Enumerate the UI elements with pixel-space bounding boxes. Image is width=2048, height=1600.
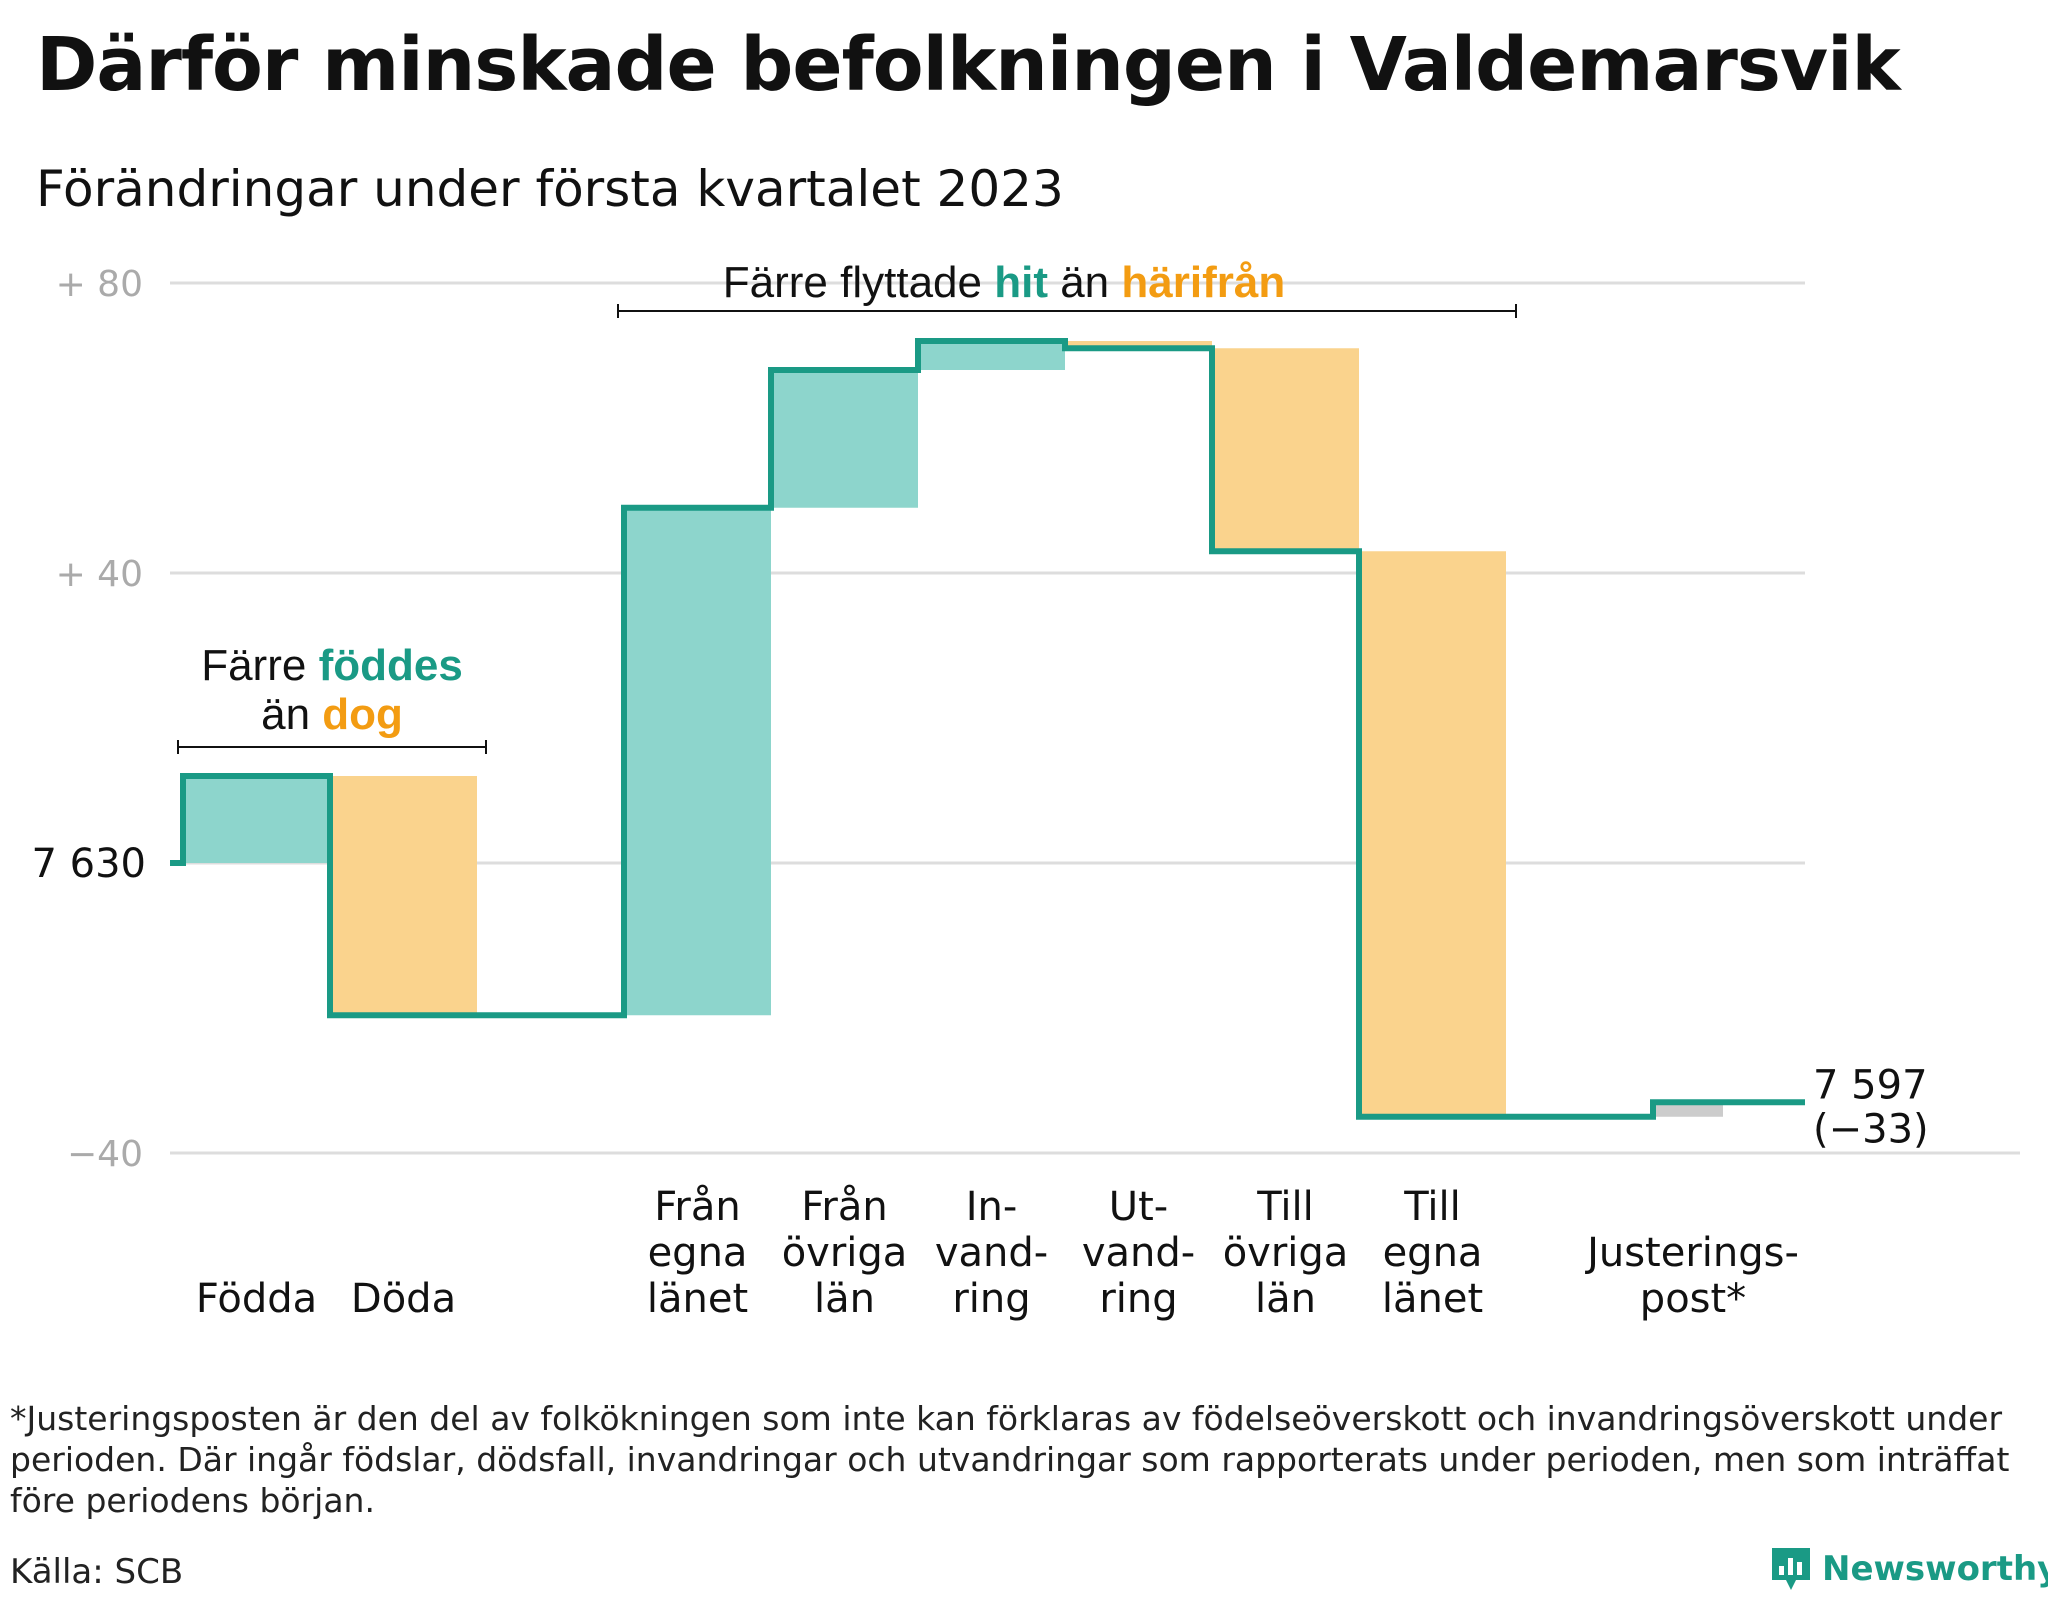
newsworthy-logo-text: Newsworthy [1822, 1549, 2048, 1589]
start-value-label: 7 630 [31, 841, 146, 887]
bar-Justeringspost* [1653, 1102, 1723, 1117]
end-value-label: 7 597 [1813, 1062, 1928, 1108]
bar-Invandring [918, 341, 1065, 370]
y-tick-label: + 40 [56, 554, 143, 595]
category-label: ring [952, 1276, 1030, 1322]
category-label: In- [966, 1184, 1018, 1230]
migration-annotation-text1: Färre flyttade [723, 258, 994, 307]
category-label: Justerings- [1584, 1230, 1799, 1276]
bar-layer [183, 341, 1723, 1117]
migration-annotation-text2: än [1048, 258, 1121, 307]
category-label: egna [648, 1230, 748, 1276]
births-annotation-line1: Färre föddes [201, 641, 463, 690]
category-label: post* [1640, 1276, 1746, 1322]
source-text: Källa: SCB [10, 1552, 184, 1592]
grid-layer [170, 281, 2020, 1155]
migration-annotation: Färre flyttade hit än härifrån [723, 258, 1285, 307]
births-annotation-line2: än dog [261, 690, 403, 739]
y-tick-label: −40 [67, 1134, 143, 1175]
category-label: länet [647, 1276, 748, 1322]
category-label: ring [1099, 1276, 1177, 1322]
births-bracket [177, 740, 487, 754]
category-label: vand- [1082, 1230, 1195, 1276]
chart-subtitle: Förändringar under första kvartalet 2023 [36, 160, 1064, 218]
line-layer [170, 338, 1805, 1120]
category-label: övriga [1223, 1230, 1349, 1276]
page-title: Därför minskade befolkningen i Valdemars… [36, 22, 1901, 108]
category-label: Från [654, 1184, 740, 1230]
category-label: län [1255, 1276, 1316, 1322]
births-annotation-highlight: föddes [319, 641, 463, 690]
footnote: *Justeringsposten är den del av folkökni… [10, 1399, 2010, 1520]
migration-bracket [617, 304, 1517, 318]
bar-Utvandring [1065, 341, 1212, 349]
births-annotation-text: Färre [201, 641, 318, 690]
category-label: Till [1256, 1184, 1314, 1230]
category-label: Födda [196, 1276, 317, 1322]
category-label: övriga [782, 1230, 908, 1276]
bar-Från övriga län [771, 370, 918, 508]
bar-Från egna länet [624, 507, 771, 1016]
category-label: Från [801, 1184, 887, 1230]
category-label: vand- [935, 1230, 1048, 1276]
migration-annotation-harifran: härifrån [1121, 258, 1285, 307]
category-label: Döda [351, 1276, 456, 1322]
category-label: län [814, 1276, 875, 1322]
category-label: egna [1383, 1230, 1483, 1276]
category-label: Ut- [1109, 1184, 1168, 1230]
newsworthy-logo: Newsworthy [1770, 1546, 2048, 1592]
bar-Till egna länet [1359, 551, 1506, 1117]
bar-Födda [183, 776, 330, 863]
end-change-label: (−33) [1813, 1106, 1929, 1152]
y-tick-label: + 80 [56, 264, 143, 305]
category-label: Till [1403, 1184, 1461, 1230]
migration-annotation-hit: hit [994, 258, 1048, 307]
category-label: länet [1382, 1276, 1483, 1322]
deaths-annotation-highlight: dog [322, 690, 403, 739]
births-annotation-text2: än [261, 690, 322, 739]
population-step-line [170, 338, 1805, 1120]
newsworthy-logo-icon [1772, 1548, 1810, 1590]
bar-Döda [330, 776, 477, 1016]
bar-Till övriga län [1212, 348, 1359, 552]
